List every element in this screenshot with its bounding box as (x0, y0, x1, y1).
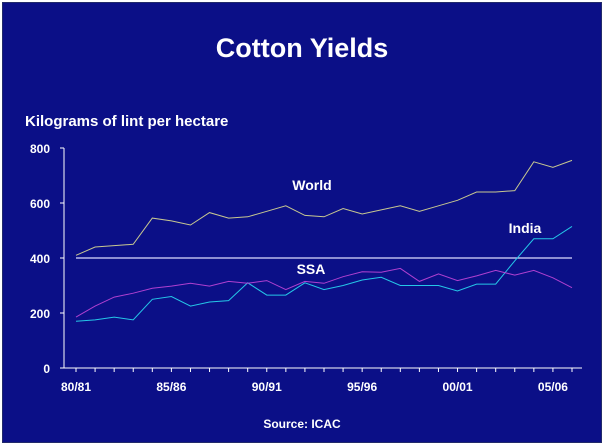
series-label-india: India (509, 220, 542, 236)
series-line-india (75, 225, 573, 322)
x-tick-label: 85/86 (156, 380, 186, 394)
y-tick-label: 400 (30, 252, 50, 266)
series-label-world: World (292, 177, 331, 193)
x-tick-label: 95/96 (347, 380, 377, 394)
chart-title: Cotton Yields (215, 33, 389, 63)
y-tick-label: 200 (30, 307, 50, 321)
y-tick-label: 800 (30, 142, 50, 156)
x-tick-label: 80/81 (61, 380, 91, 394)
source-note: Source: ICAC (263, 417, 341, 431)
series-line-world (75, 159, 573, 256)
y-tick-label: 0 (43, 362, 50, 376)
chart-slide: Cotton Yields Kilograms of lint per hect… (2, 2, 602, 443)
series-label-ssa: SSA (297, 261, 326, 277)
y-tick-label: 600 (30, 197, 50, 211)
series-line-ssa (75, 267, 573, 318)
x-tick-label: 90/91 (252, 380, 282, 394)
x-tick-label: 05/06 (538, 380, 568, 394)
x-tick-label: 00/01 (443, 380, 473, 394)
y-axis-label: Kilograms of lint per hectare (25, 113, 229, 130)
